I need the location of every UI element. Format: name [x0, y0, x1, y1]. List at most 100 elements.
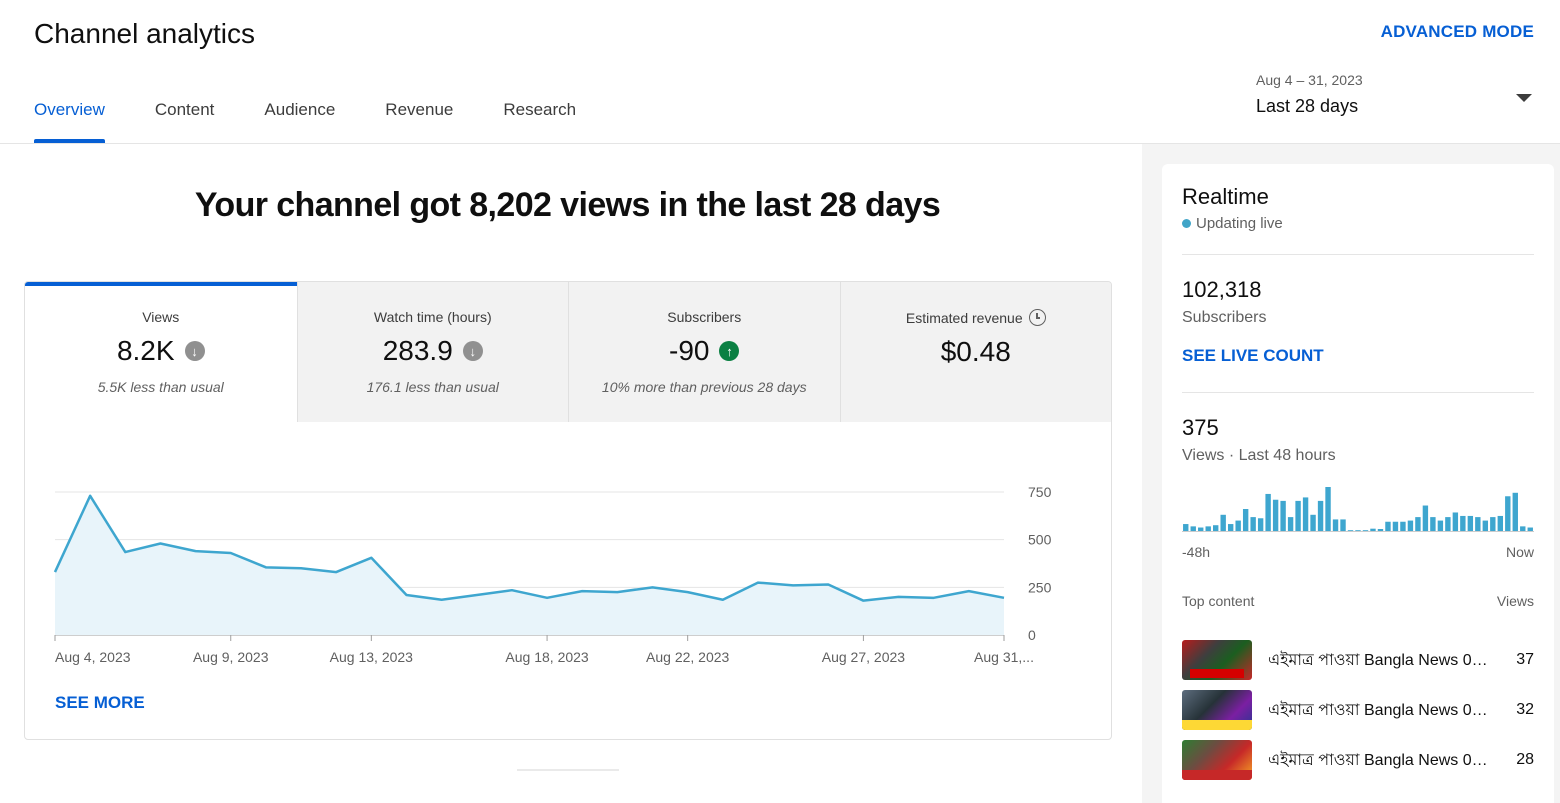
realtime-bar [1400, 521, 1406, 531]
realtime-bar [1520, 526, 1526, 531]
top-content-label: Top content [1182, 593, 1255, 609]
tab-revenue[interactable]: Revenue [385, 100, 454, 119]
realtime-status-text: Updating live [1196, 215, 1283, 232]
tab-content[interactable]: Content [154, 100, 215, 119]
x-tick-label: Aug 13, 2023 [330, 649, 414, 665]
chart-area-fill [55, 495, 1004, 635]
metric-value: 8.2K ↓ [25, 334, 297, 368]
metric-label-text: Subscribers [667, 309, 742, 325]
realtime-bar [1407, 520, 1414, 531]
realtime-bar [1467, 515, 1474, 531]
realtime-card: Realtime Updating live 102,318 Subscribe… [1162, 164, 1554, 803]
realtime-status: Updating live [1182, 215, 1283, 232]
metric-label-text: Watch time (hours) [373, 309, 492, 325]
realtime-bar [1482, 520, 1489, 531]
x-tick-label: Aug 4, 2023 [55, 649, 131, 665]
realtime-bar [1227, 524, 1234, 531]
see-live-count-button[interactable]: SEE LIVE COUNT [1182, 346, 1324, 365]
y-tick-label: 500 [1028, 532, 1052, 548]
realtime-bar [1317, 500, 1324, 531]
y-tick-label: 250 [1028, 579, 1052, 595]
realtime-bar [1512, 492, 1518, 531]
metric-estimated-revenue[interactable]: Estimated revenue $0.48 [839, 282, 1112, 422]
realtime-bar [1325, 487, 1331, 531]
realtime-bar [1437, 520, 1444, 531]
scroll-divider [517, 769, 619, 771]
see-more-button[interactable]: SEE MORE [55, 693, 145, 712]
date-range-text: Aug 4 – 31, 2023 [1256, 72, 1363, 88]
views-chart: 0 250 500 750 Aug 4, 2023 Aug 9, 2023 Aug 13, … [53, 484, 1052, 665]
video-title: এইমাত্র পাওয়া Bangla News 03 September … [1268, 701, 1494, 719]
page-header: Channel analytics ADVANCED MODE Overview… [0, 0, 1560, 144]
arrow-down-icon: ↓ [462, 341, 483, 361]
realtime-bar [1213, 525, 1219, 531]
x-tick-label: Aug 9, 2023 [193, 649, 269, 665]
realtime-bar [1505, 496, 1511, 531]
realtime-bar [1205, 526, 1211, 531]
realtime-bar [1362, 530, 1369, 531]
y-tick-label: 0 [1028, 627, 1036, 643]
metric-label-text: Estimated revenue [905, 309, 1023, 326]
video-thumbnail [1182, 640, 1252, 680]
realtime-bar [1340, 519, 1346, 531]
realtime-views-label: Views · Last 48 hours [1182, 447, 1336, 464]
top-content-item[interactable]: এইমাত্র পাওয়া Bangla News 02 September … [1182, 735, 1534, 785]
metric-tabs: Views 8.2K ↓ 5.5K less than usual Watch t… [25, 282, 1111, 422]
analytics-tabs: Overview Content Audience Revenue Resear… [34, 100, 626, 143]
overview-headline: Your channel got 8,202 views in the last… [194, 186, 941, 224]
video-thumbnail [1182, 690, 1252, 730]
arrow-down-icon: ↓ [184, 341, 205, 361]
realtime-bar [1250, 517, 1256, 531]
arrow-up-icon: ↑ [719, 341, 740, 361]
advanced-mode-button[interactable]: ADVANCED MODE [1380, 22, 1534, 41]
metric-label: Subscribers [569, 309, 840, 325]
metric-views[interactable]: Views 8.2K ↓ 5.5K less than usual [25, 282, 297, 422]
top-content-item[interactable]: এইমাত্র পাওয়া Bangla News 04 September … [1182, 635, 1534, 685]
realtime-bar [1310, 514, 1316, 531]
realtime-bar [1445, 517, 1451, 531]
realtime-bar [1220, 514, 1226, 531]
metric-subscribers[interactable]: Subscribers -90 ↑ 10% more than previous … [568, 282, 840, 422]
realtime-views-value: 375 [1182, 415, 1219, 440]
video-views: 32 [1516, 701, 1534, 718]
tab-audience[interactable]: Audience [264, 100, 336, 119]
realtime-subscribers-label: Subscribers [1182, 309, 1267, 326]
realtime-bar [1370, 528, 1376, 531]
metric-value: 283.9 ↓ [298, 334, 569, 368]
realtime-bar [1377, 529, 1384, 531]
metric-note: 176.1 less than usual [366, 379, 499, 395]
realtime-bar [1347, 530, 1354, 531]
metrics-card: Views 8.2K ↓ 5.5K less than usual Watch t… [24, 281, 1112, 740]
top-content-item[interactable]: এইমাত্র পাওয়া Bangla News 03 September … [1182, 685, 1534, 735]
realtime-bar [1392, 521, 1399, 531]
date-range-label: Last 28 days [1256, 96, 1359, 116]
realtime-bar [1272, 499, 1279, 531]
metric-note: 10% more than previous 28 days [601, 379, 807, 395]
realtime-bar [1235, 520, 1241, 531]
metric-watch-time[interactable]: Watch time (hours) 283.9 ↓ 176.1 less tha… [296, 282, 569, 422]
video-title: এইমাত্র পাওয়া Bangla News 02 September … [1268, 751, 1494, 769]
metric-value-text: 8.2K [116, 335, 175, 366]
tab-research[interactable]: Research [503, 100, 577, 119]
bar-chart-start-label: -48h [1182, 544, 1211, 560]
tab-overview[interactable]: Overview [34, 100, 105, 143]
clock-icon [1028, 309, 1046, 326]
realtime-subscribers-value: 102,318 [1182, 277, 1262, 302]
date-range-picker[interactable]: Aug 4 – 31, 2023 Last 28 days [1256, 72, 1538, 128]
x-tick-label: Aug 22, 2023 [646, 649, 730, 665]
realtime-bar [1475, 517, 1481, 531]
metric-value: -90 ↑ [569, 334, 840, 368]
video-thumbnail [1182, 740, 1252, 780]
x-tick-label: Aug 18, 2023 [505, 649, 589, 665]
realtime-bar [1295, 500, 1301, 531]
video-views: 28 [1516, 751, 1534, 768]
metric-value: $0.48 [841, 335, 1112, 369]
live-dot-icon [1182, 219, 1191, 228]
chart-series-line [53, 494, 1005, 602]
realtime-bar [1287, 517, 1294, 531]
realtime-bar [1242, 509, 1249, 531]
metric-value-text: -90 [669, 335, 710, 366]
realtime-bar [1422, 505, 1429, 531]
caret-down-icon [1516, 94, 1532, 102]
page-title: Channel analytics [34, 18, 256, 49]
